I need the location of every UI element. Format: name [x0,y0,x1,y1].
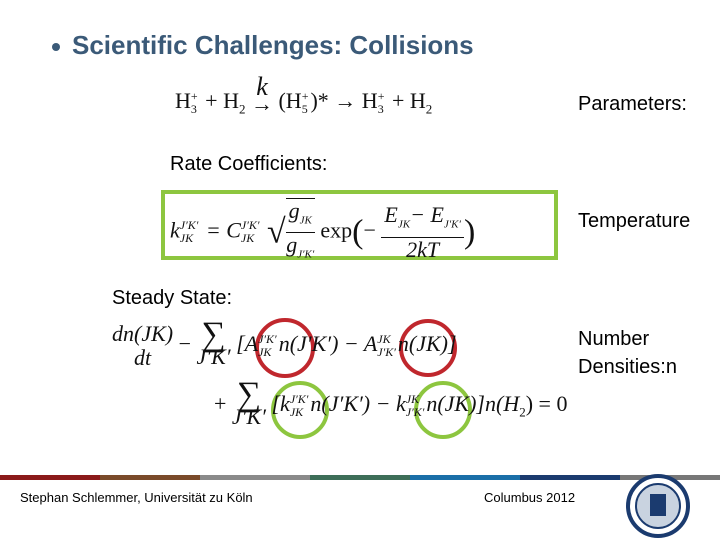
eq-text: n(JK)] [426,391,485,417]
eq-text: ∑ [236,376,262,413]
footer-author: Stephan Schlemmer, Universität zu Köln [20,490,253,505]
eq-text: n(J′K′) − k [310,391,406,417]
eq-text: dt [133,345,152,370]
eq-sup: J′K′ [289,392,309,406]
eq-sub: J′K′ [405,405,425,419]
eq-text: + [214,391,227,417]
eq-text: n(J′K′) − A [278,331,378,357]
eq-text: n(JK)] [397,331,457,357]
rate-equation: k J′K′ JK = C J′K′ JK √ gJK gJ′K′ exp(− EJK− E… [170,198,475,267]
eq-sub: 3 [190,102,197,116]
eq-text: → [250,91,273,116]
highlight-box [161,190,558,260]
eq-sup: JK [377,332,391,346]
temperature-label: Temperature [578,210,691,232]
eq-sub: 3 [377,102,384,116]
bullet [52,43,60,51]
slide-title: Scientific Challenges: Collisions [72,30,474,60]
steady-equation-line2: + ∑ J′K′ [k J′K′ JK n(J′K′) − k JK J′K′ n(JK)]n… [214,376,568,429]
eq-sub: J′K′ [297,248,315,261]
parameters-label: Parameters: [578,93,687,115]
eq-text: k [256,72,268,101]
eq-text: [k [271,391,290,417]
eq-sub: J′K′ [377,345,396,359]
eq-sup: J′K′ [179,218,199,233]
eq-text: exp [320,217,353,243]
eq-sub: J′K′ [443,218,461,231]
eq-sup: + [190,89,198,103]
eq-text: 2kT [406,236,440,262]
density-label-line: Densities:n [578,356,677,378]
eq-sup: + [377,89,385,103]
footer-event: Columbus 2012 [484,490,576,505]
eq-text: E [384,202,398,228]
reaction: H +3 + H2 k → (H +5)* → H +3 + H2 [175,74,433,120]
density-label: Number Densities:n [578,325,677,381]
eq-text: n(H [485,391,520,417]
eq-sub: J′K′ [231,404,266,429]
logo [626,474,690,538]
eq-text: dn(JK) [112,321,174,346]
eq-text: g [286,232,298,258]
red-circle [399,319,457,377]
rate-label: Rate Coefficients: [170,153,328,175]
eq-sub: JK [289,405,304,419]
red-circle [255,318,315,378]
eq-sub: 2 [425,101,433,117]
green-circle [271,381,329,439]
eq-text: (H [278,88,302,114]
eq-sub: JK [240,231,255,246]
footer-bar [0,475,720,480]
eq-sup: + [301,89,309,103]
eq-text: − [363,217,376,243]
eq-sub: 2 [238,101,246,117]
eq-text: + H [391,88,426,114]
eq-text: ∑ [201,316,226,353]
eq-sup: J′K′ [258,332,277,346]
density-label-line: Number [578,328,650,350]
eq-sub: 5 [301,102,308,116]
eq-text: − E [410,202,444,228]
steady-equation-line1: dn(JK) dt − ∑ J′K′ [A J′K′ JK n(J′K′) − A JK J′… [112,316,457,370]
eq-text: − [178,331,192,357]
eq-sup: JK [405,392,420,406]
eq-text: H [175,88,191,114]
eq-sub: 2 [519,404,526,420]
eq-sub: J′K′ [196,344,231,369]
eq-text: = C [205,217,241,243]
eq-sub: JK [179,231,194,246]
eq-text: → H [334,88,378,114]
eq-text: + H [205,88,239,114]
eq-sub: JK [397,218,411,231]
eq-text: ) = 0 [525,391,568,417]
steady-label: Steady State: [112,287,233,309]
eq-sub: JK [258,345,272,359]
green-circle [414,381,472,439]
eq-sub: JK [299,214,312,227]
eq-sup: J′K′ [240,218,260,233]
eq-text: k [170,217,180,243]
eq-text: g [288,198,300,223]
eq-text: )* [310,88,329,114]
eq-text: [A [236,331,259,357]
